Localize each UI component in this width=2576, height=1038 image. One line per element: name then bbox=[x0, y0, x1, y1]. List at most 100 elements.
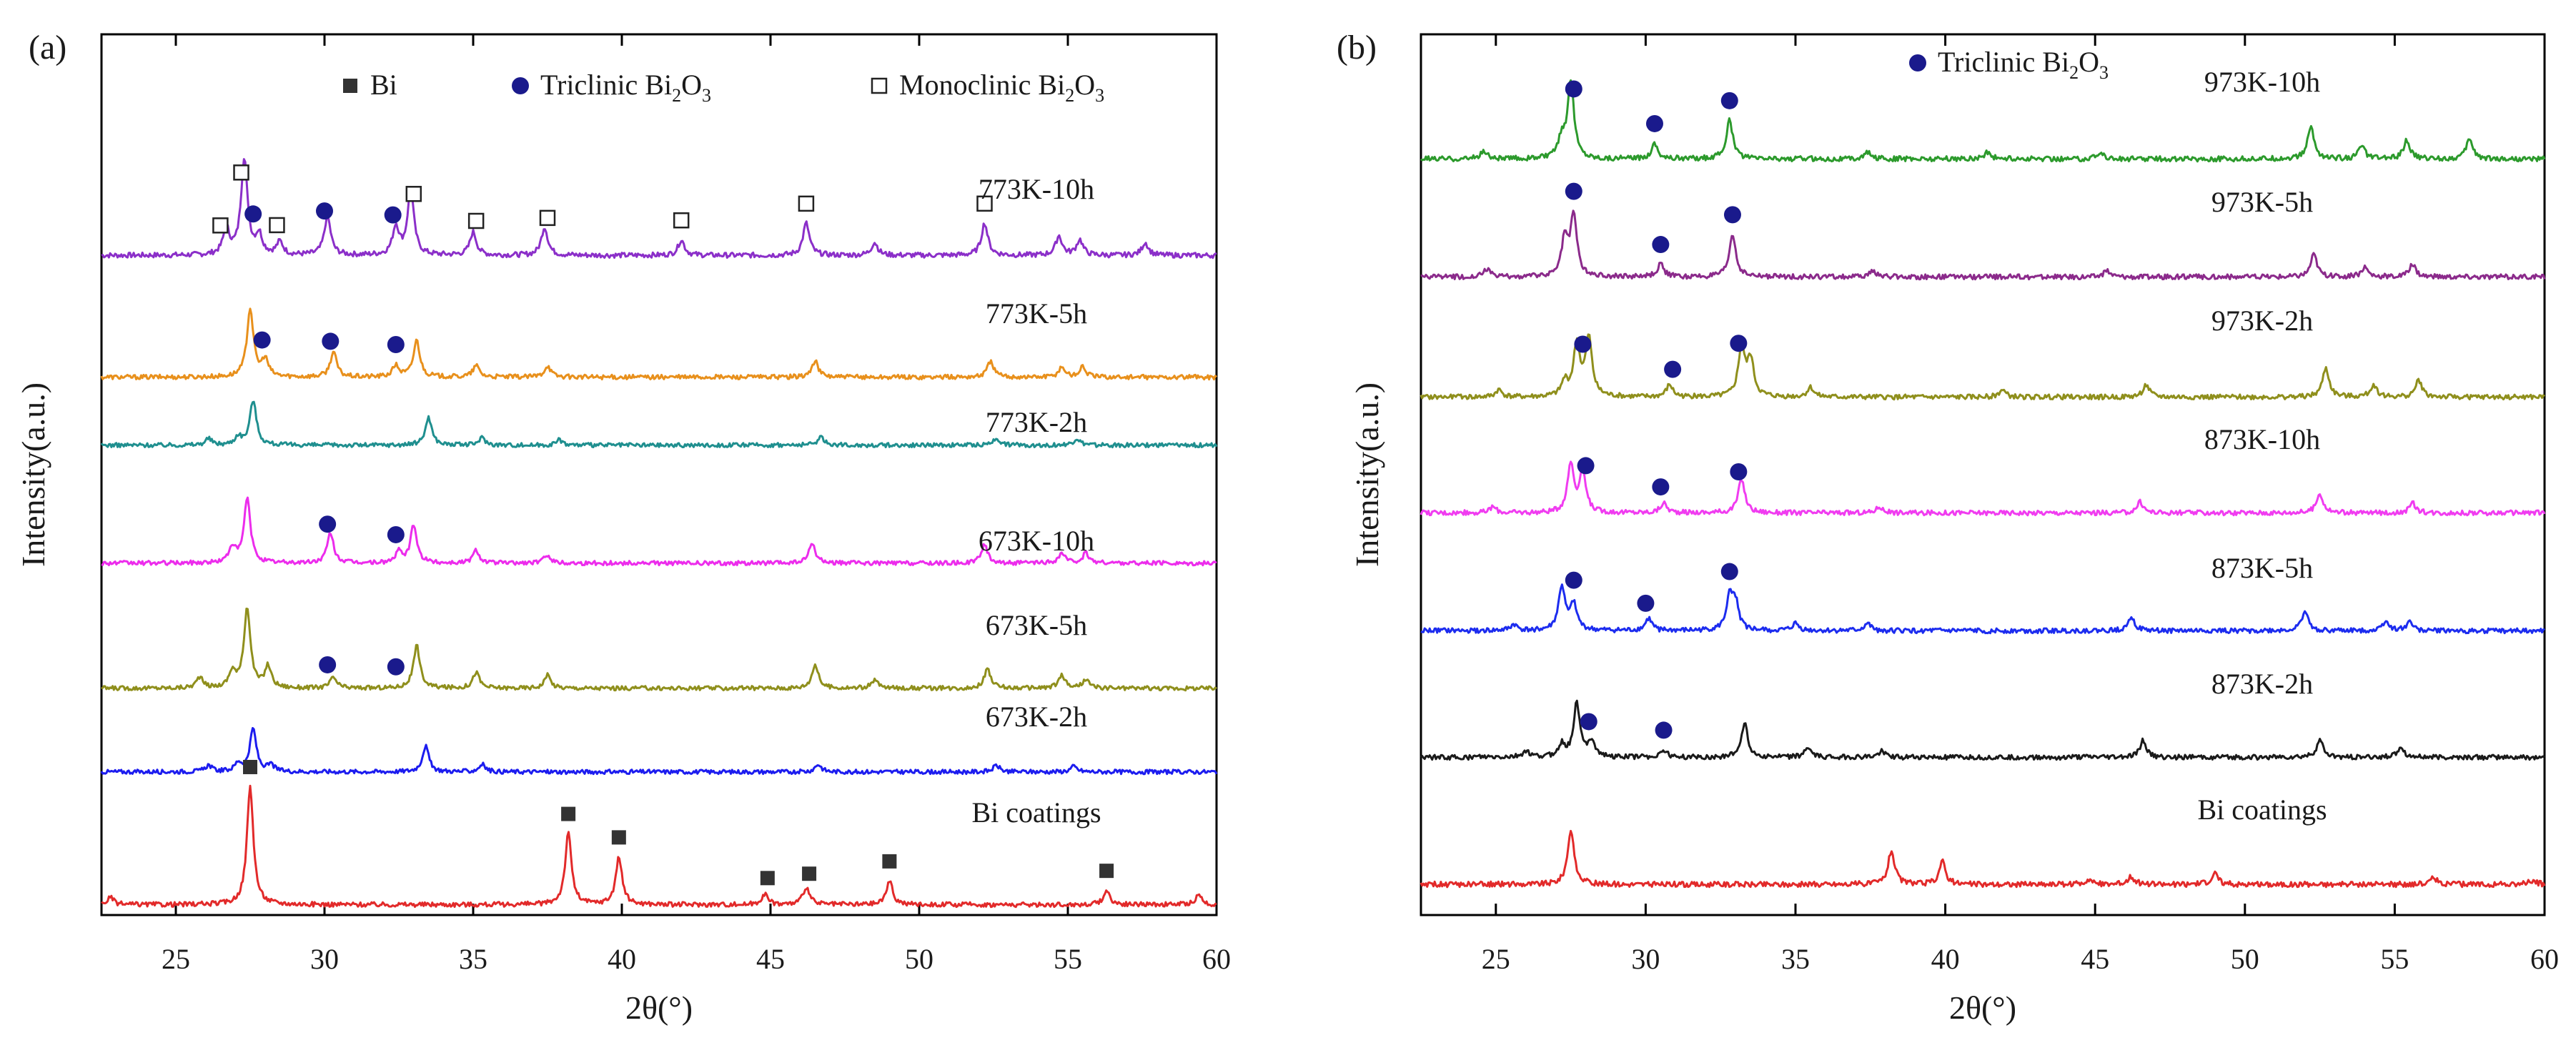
x-axis-label: 2θ(°) bbox=[1949, 989, 2016, 1026]
peak-marker-filled-square-icon bbox=[611, 830, 626, 845]
peak-marker-filled-circle-icon bbox=[1652, 236, 1670, 254]
x-tick-label: 50 bbox=[905, 943, 933, 975]
x-tick-label: 30 bbox=[1631, 943, 1660, 975]
y-axis-label: Intensity(a.u.) bbox=[15, 382, 51, 567]
peak-marker-filled-square-icon bbox=[1099, 864, 1114, 879]
peak-marker-filled-circle-icon bbox=[1565, 80, 1582, 98]
series-773k-2h: 773K-2h bbox=[100, 400, 1218, 449]
x-tick-label: 60 bbox=[1202, 943, 1231, 975]
series-label: 673K-10h bbox=[979, 525, 1094, 557]
series-line bbox=[1420, 460, 2546, 517]
peak-marker-filled-circle-icon bbox=[1577, 457, 1595, 475]
peak-marker-filled-circle-icon bbox=[387, 525, 405, 543]
series-873k-2h: 873K-2h bbox=[1420, 668, 2545, 761]
peak-marker-open-square-icon bbox=[233, 164, 249, 181]
series-line bbox=[1420, 829, 2546, 889]
series-label: Bi coatings bbox=[2197, 794, 2327, 826]
legend: Triclinic Bi2O3 bbox=[1909, 46, 2109, 83]
series-line bbox=[100, 727, 1218, 776]
x-tick-label: 40 bbox=[608, 943, 636, 975]
series-line bbox=[101, 158, 1217, 260]
series-bi-coatings: Bi coatings bbox=[1420, 794, 2546, 889]
x-tick-label: 30 bbox=[310, 943, 339, 975]
peak-marker-filled-circle-icon bbox=[1637, 594, 1655, 612]
series-label: 973K-2h bbox=[2211, 305, 2313, 337]
legend-marker-1-icon bbox=[512, 77, 529, 94]
peak-marker-filled-circle-icon bbox=[1664, 360, 1682, 378]
plot-frame bbox=[1420, 33, 2546, 916]
series-line bbox=[1420, 699, 2545, 761]
series-label: 873K-10h bbox=[2204, 423, 2320, 455]
peak-marker-filled-circle-icon bbox=[322, 332, 340, 350]
peak-marker-filled-square-icon bbox=[802, 866, 817, 881]
peak-marker-open-square-icon bbox=[673, 212, 690, 229]
x-tick-label: 25 bbox=[162, 943, 190, 975]
series-label: Bi coatings bbox=[971, 796, 1101, 829]
peak-marker-filled-circle-icon bbox=[253, 331, 271, 349]
legend-label-0: Triclinic Bi2O3 bbox=[1938, 46, 2109, 83]
peak-marker-open-square-icon bbox=[467, 212, 485, 229]
series-973k-2h: 973K-2h bbox=[1420, 305, 2545, 401]
peak-marker-filled-circle-icon bbox=[1730, 463, 1748, 480]
legend-marker-0-icon bbox=[343, 79, 357, 93]
plot-frame bbox=[100, 33, 1218, 916]
x-axis-label: 2θ(°) bbox=[625, 989, 693, 1026]
y-axis-label: Intensity(a.u.) bbox=[1349, 382, 1385, 567]
series-873k-10h: 873K-10h bbox=[1420, 423, 2546, 517]
series-673k-2h: 673K-2h bbox=[100, 701, 1218, 776]
panel-a: (a) 25 30 35 40 45 50 55 60 2θ(°) Intensity(a.u.) B… bbox=[15, 29, 1231, 1026]
legend: Bi Triclinic Bi2O3 Monoclinic Bi2O3 bbox=[343, 69, 1104, 106]
series-673k-5h: 673K-5h bbox=[101, 608, 1217, 692]
x-tick-label: 35 bbox=[1781, 943, 1810, 975]
panel-b: (b) 25 30 35 40 45 50 55 60 2θ(°) Intensity(a.u.) T… bbox=[1337, 29, 2559, 1026]
peak-marker-open-square-icon bbox=[405, 186, 422, 202]
series-label: 973K-5h bbox=[2211, 186, 2313, 218]
series-label: 973K-10h bbox=[2204, 66, 2320, 98]
series-773k-10h: 773K-10h bbox=[101, 158, 1217, 260]
peak-marker-filled-circle-icon bbox=[387, 658, 405, 676]
panel-label: (b) bbox=[1337, 29, 1377, 66]
peak-marker-filled-circle-icon bbox=[244, 205, 262, 223]
peak-marker-filled-square-icon bbox=[760, 871, 775, 886]
x-tick-label: 45 bbox=[2081, 943, 2109, 975]
x-tick-label: 50 bbox=[2231, 943, 2259, 975]
series-bi-coatings: Bi coatings bbox=[101, 759, 1217, 909]
series-line bbox=[1420, 79, 2546, 163]
peak-marker-open-square-icon bbox=[269, 217, 285, 234]
peak-marker-filled-square-icon bbox=[243, 759, 257, 774]
peak-marker-filled-square-icon bbox=[561, 806, 576, 821]
peak-marker-open-square-icon bbox=[212, 217, 229, 234]
legend-marker-0-icon bbox=[1909, 54, 1926, 71]
series-line bbox=[1420, 333, 2545, 401]
peak-marker-filled-circle-icon bbox=[319, 656, 337, 673]
peak-marker-open-square-icon bbox=[798, 195, 815, 212]
peak-marker-filled-circle-icon bbox=[1652, 478, 1670, 496]
series-label: 773K-10h bbox=[979, 173, 1094, 205]
series-673k-10h: 673K-10h bbox=[101, 496, 1217, 567]
peak-marker-filled-circle-icon bbox=[1720, 563, 1738, 580]
x-tick-label: 35 bbox=[459, 943, 487, 975]
peak-marker-filled-circle-icon bbox=[387, 336, 405, 354]
series-973k-5h: 973K-5h bbox=[1420, 182, 2546, 281]
peak-marker-open-square-icon bbox=[539, 209, 556, 227]
series-773k-5h: 773K-5h bbox=[100, 297, 1218, 381]
series-line bbox=[100, 400, 1218, 449]
x-tick-label: 45 bbox=[756, 943, 785, 975]
peak-marker-filled-circle-icon bbox=[1723, 206, 1741, 224]
peak-marker-filled-circle-icon bbox=[1580, 713, 1597, 731]
peak-marker-filled-circle-icon bbox=[1655, 721, 1673, 739]
peak-marker-filled-circle-icon bbox=[316, 202, 333, 220]
peak-marker-filled-circle-icon bbox=[1574, 335, 1592, 353]
series-label: 873K-5h bbox=[2211, 552, 2313, 584]
peak-marker-filled-circle-icon bbox=[384, 206, 402, 224]
legend-marker-2-icon bbox=[871, 77, 888, 94]
peak-marker-filled-square-icon bbox=[882, 854, 897, 869]
legend-label-0: Bi bbox=[370, 69, 397, 101]
series-973k-10h: 973K-10h bbox=[1420, 66, 2546, 163]
x-tick-label: 55 bbox=[2380, 943, 2409, 975]
peak-marker-open-square-icon bbox=[976, 195, 993, 212]
panel-label: (a) bbox=[29, 29, 66, 66]
series-873k-5h: 873K-5h bbox=[1420, 552, 2545, 635]
legend-label-2: Monoclinic Bi2O3 bbox=[899, 69, 1104, 106]
